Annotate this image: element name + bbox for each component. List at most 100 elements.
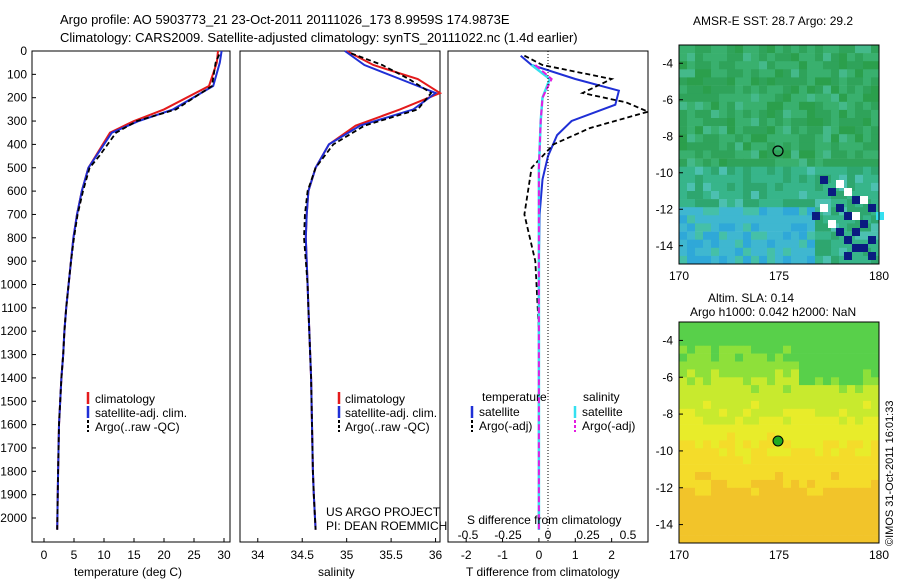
sst-cell	[775, 69, 784, 78]
sla-cell	[831, 416, 840, 425]
sst-cell	[767, 77, 776, 86]
sla-cell	[783, 400, 792, 410]
sla-cell	[791, 472, 800, 481]
sla-cell	[831, 369, 840, 378]
sla-cell	[847, 385, 856, 394]
sst-cell	[799, 109, 808, 119]
sla-cell	[703, 345, 712, 354]
sst-cell	[679, 158, 688, 167]
sst-cell	[831, 247, 840, 257]
sst-cell	[735, 247, 744, 257]
sla-cell	[687, 535, 696, 544]
sst-cell	[775, 223, 784, 232]
sla-cell	[727, 377, 736, 386]
sst-cell	[727, 231, 736, 240]
sla-cell	[751, 408, 760, 417]
sla-cell	[847, 424, 856, 433]
sla-cell	[687, 503, 696, 512]
sla-cell	[799, 369, 808, 378]
x-tick-label: 15	[127, 548, 141, 562]
sla-cell	[839, 456, 848, 465]
sla-cell	[711, 424, 720, 433]
sst-cell	[791, 85, 800, 94]
sla-cell	[783, 361, 792, 370]
sla-cell	[831, 456, 840, 465]
sla-cell	[791, 487, 800, 496]
sla-cell	[751, 503, 760, 512]
sla-cell	[695, 527, 704, 536]
sst-cell	[767, 150, 776, 159]
sst-cell	[719, 182, 728, 192]
sst-cell	[807, 182, 816, 192]
sla-cell	[775, 400, 784, 410]
sst-cell	[727, 166, 736, 176]
sla-cell	[743, 519, 752, 528]
sla-cell	[799, 393, 808, 402]
sla-cell	[767, 337, 776, 346]
sla-cell	[855, 440, 864, 449]
sst-cell	[863, 109, 872, 119]
sst-cell	[791, 239, 800, 249]
sst-cell	[679, 247, 688, 257]
sst-cell	[823, 199, 832, 208]
sst-cell	[847, 53, 856, 62]
sla-cell	[863, 377, 872, 386]
sst-cell	[687, 77, 696, 86]
sst-cell	[719, 150, 728, 159]
legend-label: satellite	[479, 405, 520, 419]
sla-cell	[783, 535, 792, 544]
sla-cell	[791, 369, 800, 378]
sst-cell	[719, 61, 728, 70]
sst-cell	[687, 174, 696, 184]
sla-cell	[687, 440, 696, 449]
sst-cell	[735, 142, 744, 151]
sst-cell	[871, 182, 880, 192]
sla-cell	[799, 385, 808, 394]
sst-cell	[823, 150, 832, 159]
sla-cell	[863, 440, 872, 449]
sst-cell	[871, 174, 880, 184]
sla-cell	[719, 519, 728, 528]
temperature-xlabel: temperature (deg C)	[74, 565, 182, 579]
sst-patch	[852, 228, 860, 236]
sla-cell	[807, 393, 816, 402]
sla-cell	[839, 408, 848, 417]
sla-cell	[695, 322, 704, 331]
sst-cell	[687, 109, 696, 119]
legend-head-salinity: salinity	[583, 390, 620, 404]
sst-cell	[679, 166, 688, 176]
sst-cell	[775, 134, 784, 143]
sla-cell	[679, 408, 688, 417]
sst-cell	[815, 85, 824, 94]
x-tick-label: 30	[217, 548, 231, 562]
sla-cell	[727, 361, 736, 370]
sst-cell	[863, 166, 872, 176]
sla-cell	[783, 416, 792, 425]
sst-cell	[775, 166, 784, 176]
sst-cell	[735, 53, 744, 62]
sst-cell	[847, 85, 856, 94]
sla-cell	[767, 345, 776, 354]
sst-cell	[847, 126, 856, 135]
sst-cell	[759, 126, 768, 135]
sla-cell	[823, 408, 832, 417]
sst-cell	[799, 150, 808, 159]
project-pi: PI: DEAN ROEMMICH	[326, 519, 447, 533]
sst-cell	[711, 182, 720, 192]
sla-cell	[799, 337, 808, 346]
sst-cell	[695, 69, 704, 78]
sla-cell	[751, 322, 760, 331]
sst-cell	[831, 150, 840, 159]
sla-cell	[679, 479, 688, 489]
series-line	[303, 52, 433, 530]
sla-cell	[695, 440, 704, 449]
sst-cell	[719, 158, 728, 167]
sla-cell	[759, 448, 768, 457]
sla-cell	[751, 464, 760, 473]
sst-cell	[767, 207, 776, 216]
sst-cell	[847, 118, 856, 127]
sst-cell	[783, 166, 792, 176]
sla-cell	[839, 424, 848, 433]
sla-cell	[695, 503, 704, 512]
sla-map	[679, 322, 880, 544]
